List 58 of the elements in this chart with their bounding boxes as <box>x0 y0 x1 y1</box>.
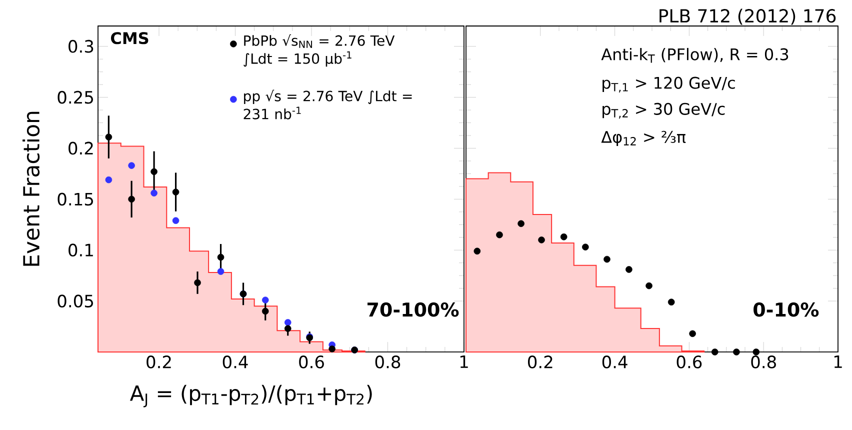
point <box>538 236 545 244</box>
point <box>262 308 269 315</box>
point <box>105 134 112 140</box>
point <box>474 248 481 255</box>
y-axis-title: Event Fraction <box>22 112 40 266</box>
annotation: 0-10% <box>754 302 819 317</box>
y-tick-label: 0.3 <box>68 40 94 53</box>
point <box>689 330 696 338</box>
x-tick-label: 0.8 <box>375 356 400 368</box>
y-tick-label: 0.15 <box>58 192 93 206</box>
point <box>194 279 201 286</box>
x-tick-label: 0.2 <box>528 356 552 368</box>
y-tick-label: 0.1 <box>68 244 93 257</box>
legend-label: pp √s = 2.76 TeV ∫Ldt = 231 nb$^{-1}$ <box>244 90 412 120</box>
point <box>172 217 180 224</box>
point <box>172 188 180 196</box>
point <box>217 254 224 261</box>
x-tick-label: 0.6 <box>676 356 702 368</box>
point <box>128 162 135 169</box>
point <box>733 348 740 356</box>
point <box>105 176 112 184</box>
annotation: 70-100% <box>368 302 459 317</box>
point <box>752 348 760 356</box>
point <box>668 298 675 306</box>
annotation: CMS <box>110 32 148 44</box>
point <box>262 296 269 304</box>
x-tick-label: 0.6 <box>299 356 324 368</box>
point <box>626 266 632 273</box>
point <box>328 346 336 352</box>
point <box>284 325 292 332</box>
y-tick-label: 0.25 <box>58 90 93 104</box>
point <box>711 348 718 356</box>
point <box>217 268 224 275</box>
point <box>150 190 158 196</box>
point <box>646 282 652 290</box>
annotation: Anti-k$_{T}$ (PFlow), R = 0.3 <box>601 48 788 63</box>
x-tick-label: 0.2 <box>146 356 171 368</box>
text: PLB 712 (2012) 176 <box>660 8 836 25</box>
x-tick-label: 0.4 <box>602 356 628 368</box>
x-tick-label: 0.4 <box>222 356 248 368</box>
point <box>496 231 503 238</box>
point <box>518 220 524 228</box>
point <box>128 196 135 203</box>
text: A$_{J}$ = (p$_{T1}$-p$_{T2}$)/(p$_{T1}$+p$_{T2}$) <box>130 384 372 408</box>
point <box>560 233 568 240</box>
y-tick-label: 0.2 <box>68 142 93 155</box>
annotation: p$_{T,2}$ > 30 GeV/c <box>602 102 725 119</box>
legend-label: PbPb √s$_{NN}$ = 2.76 TeV ∫Ldt = 150 μb$^{-1}$ <box>244 34 395 67</box>
annotation: Δφ$_{12}$ > ⅔π <box>601 130 686 146</box>
point <box>604 256 610 263</box>
point <box>582 244 589 250</box>
x-tick-label: 1 <box>834 356 842 368</box>
annotation: p$_{T,1}$ > 120 GeV/c <box>602 76 735 93</box>
x-tick-label: 1 <box>460 356 468 368</box>
point <box>284 319 292 326</box>
x-tick-label: 0.8 <box>751 356 776 368</box>
point <box>150 168 158 176</box>
y-tick-label: 0.05 <box>58 294 93 308</box>
